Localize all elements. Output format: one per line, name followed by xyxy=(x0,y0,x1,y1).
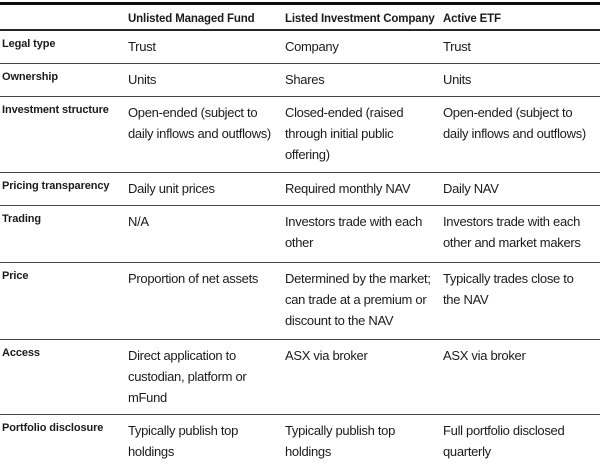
col-header-active-etf: Active ETF xyxy=(443,13,501,25)
row-label-trading: Trading xyxy=(2,212,42,225)
col-header-listed-investment-company: Listed Investment Company xyxy=(285,13,435,25)
table-cell: Units xyxy=(443,71,472,87)
table-header-row: Unlisted Managed Fund Listed Investment … xyxy=(0,4,600,30)
table-row-trading: Trading N/A Investors trade with each ot… xyxy=(0,205,600,262)
table-cell: Units xyxy=(128,71,157,87)
table-cell: Full portfolio disclosed quarterly xyxy=(443,422,565,459)
table-cell: Company xyxy=(285,38,339,54)
table-cell: Typically publish top holdings xyxy=(128,422,239,459)
row-label-pricing-transparency: Pricing transparency xyxy=(2,179,110,192)
col-header-unlisted-managed-fund: Unlisted Managed Fund xyxy=(128,13,255,25)
table-row-ownership: Ownership Units Shares Units xyxy=(0,63,600,96)
table-cell: N/A xyxy=(128,213,149,229)
corner-header-cell xyxy=(0,4,128,30)
table-cell: Proportion of net assets xyxy=(128,270,259,286)
table-row-price: Price Proportion of net assets Determine… xyxy=(0,262,600,339)
row-label-portfolio-disclosure: Portfolio disclosure xyxy=(2,421,104,434)
row-label-access: Access xyxy=(2,346,40,359)
table-cell: Typically publish top holdings xyxy=(285,422,396,459)
table-cell: Typically trades close to the NAV xyxy=(443,270,574,307)
row-label-investment-structure: Investment structure xyxy=(2,103,109,116)
table-cell: Trust xyxy=(443,38,471,54)
row-label-price: Price xyxy=(2,269,29,282)
table-cell: Open-ended (subject to daily inflows and… xyxy=(443,104,586,141)
row-label-legal-type: Legal type xyxy=(2,37,56,50)
table-cell: Investors trade with each other and mark… xyxy=(443,213,581,250)
table-cell: Determined by the market; can trade at a… xyxy=(285,270,431,328)
table-row-access: Access Direct application to custodian, … xyxy=(0,339,600,414)
table-cell: Trust xyxy=(128,38,156,54)
table-cell: Investors trade with each other xyxy=(285,213,423,250)
table-row-pricing-transparency: Pricing transparency Daily unit prices R… xyxy=(0,172,600,205)
table-cell: Required monthly NAV xyxy=(285,180,411,196)
row-label-ownership: Ownership xyxy=(2,70,58,83)
table-cell: Shares xyxy=(285,71,325,87)
table-cell: Daily unit prices xyxy=(128,180,215,196)
table-row-investment-structure: Investment structure Open-ended (subject… xyxy=(0,96,600,172)
table-cell: Closed-ended (raised through initial pub… xyxy=(285,104,404,162)
table-cell: Daily NAV xyxy=(443,180,499,196)
table-cell: Open-ended (subject to daily inflows and… xyxy=(128,104,271,141)
table-row-portfolio-disclosure: Portfolio disclosure Typically publish t… xyxy=(0,414,600,465)
table-cell: ASX via broker xyxy=(443,347,526,363)
table-cell: Direct application to custodian, platfor… xyxy=(128,347,247,405)
table-row-legal-type: Legal type Trust Company Trust xyxy=(0,30,600,63)
table-cell: ASX via broker xyxy=(285,347,368,363)
